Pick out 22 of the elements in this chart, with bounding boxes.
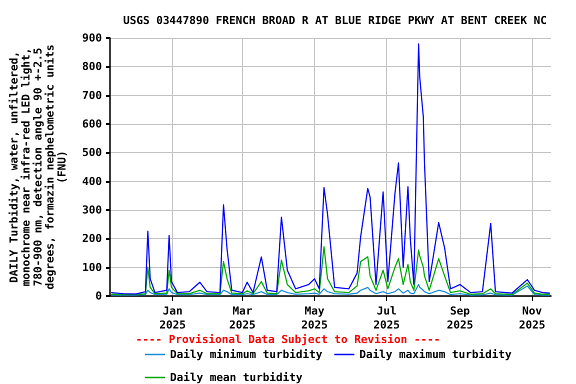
x-tick-label: Jul 2025	[373, 304, 400, 332]
y-tick-label: 900	[82, 32, 102, 44]
x-tick-label: Jan 2025	[159, 304, 186, 332]
y-axis-title: DAILY Turbidity, water, unfiltered, monochrome near infra-red LED light, 780-900 nm, detection angle 90 +-2.5 degrees, formazin nephelometric units (FNU)	[8, 44, 68, 290]
x-tick-label: Nov 2025	[518, 304, 546, 332]
chart-title: USGS 03447890 FRENCH BROAD R AT BLUE RIDGE PKWY AT BENT CREEK NC	[123, 14, 547, 27]
y-tick-label: 500	[82, 146, 102, 160]
y-tick-label: 800	[82, 60, 102, 74]
legend-label: Daily mean turbidity	[170, 371, 303, 384]
y-tick-label: 600	[82, 118, 102, 130]
y-tick-label: 400	[82, 174, 102, 188]
y-tick-label: 100	[82, 260, 102, 274]
y-tick-label: 0	[95, 290, 102, 302]
y-tick-label: 700	[82, 88, 102, 102]
y-tick-label: 300	[82, 204, 102, 216]
x-tick-label: May 2025	[301, 304, 328, 332]
x-tick-label: Mar 2025	[229, 304, 256, 332]
x-tick-label: Sep 2025	[446, 304, 474, 332]
legend-label: Daily maximum turbidity	[359, 348, 512, 361]
legend-label: Daily minimum turbidity	[170, 348, 323, 361]
y-tick-label: 200	[82, 232, 102, 246]
text: ---- Provisional Data Subject to Revision ----	[136, 333, 440, 346]
